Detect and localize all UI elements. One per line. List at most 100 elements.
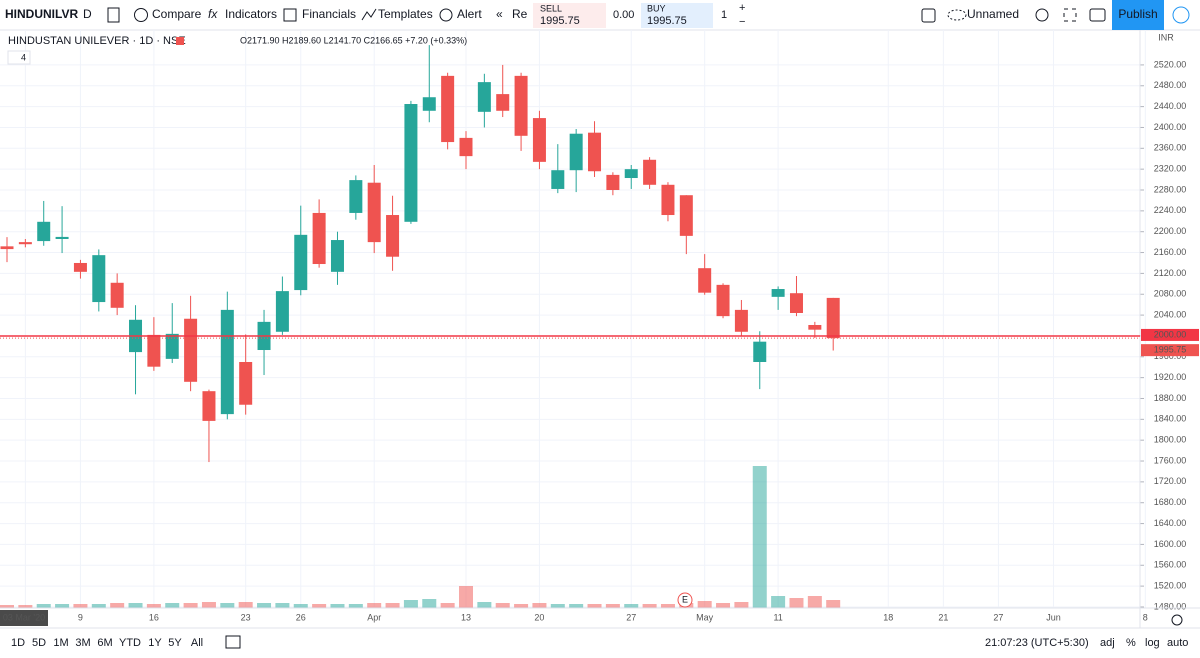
y-tick-label: 2520.00	[1154, 59, 1187, 69]
candle-body	[808, 324, 822, 330]
y-tick-label: 2280.00	[1154, 184, 1187, 194]
range-button[interactable]: 3M	[75, 637, 90, 649]
volume-bar	[275, 603, 290, 608]
volume-layer	[0, 466, 841, 608]
financials-button[interactable]: Financials	[302, 7, 356, 21]
range-button[interactable]: 1D	[11, 637, 25, 649]
candle-body	[477, 82, 491, 112]
play-icon[interactable]	[1172, 6, 1190, 24]
chart-type-icon[interactable]	[107, 7, 120, 23]
volume-bar	[807, 596, 822, 608]
sell-box[interactable]	[533, 3, 606, 28]
candle-body	[202, 391, 216, 421]
candle-body	[734, 309, 748, 332]
range-button[interactable]: YTD	[119, 637, 141, 649]
financials-icon[interactable]	[283, 8, 297, 22]
volume-bar	[110, 603, 125, 608]
indicators-icon[interactable]: fx	[208, 7, 218, 21]
y-tick-label: 1680.00	[1154, 497, 1187, 507]
candle-body	[275, 291, 289, 332]
alert-button[interactable]: Alert	[457, 7, 482, 21]
range-button[interactable]: 1M	[53, 637, 68, 649]
grid: 1480.00 1520.00 1560.00 1600.00 1640.00 1680.…	[0, 30, 1186, 626]
percent-toggle[interactable]: %	[1126, 637, 1136, 649]
templates-button[interactable]: Templates	[378, 7, 433, 21]
log-toggle[interactable]: log	[1145, 637, 1160, 649]
volume-bar	[330, 604, 345, 608]
candle-body	[496, 94, 510, 111]
x-tick-label: 27	[626, 612, 636, 622]
volume-bar	[495, 603, 510, 608]
x-tick-label: Jun	[1046, 612, 1061, 622]
candle-body	[367, 182, 381, 243]
range-button[interactable]: 5D	[32, 637, 46, 649]
range-button[interactable]: All	[191, 637, 203, 649]
volume-bar	[642, 604, 657, 608]
candle-body	[771, 289, 785, 297]
alert-icon[interactable]	[439, 8, 453, 22]
auto-toggle[interactable]: auto	[1167, 637, 1188, 649]
cloud-icon[interactable]	[947, 9, 967, 21]
y-tick-label: 1920.00	[1154, 372, 1187, 382]
publish-button-bg[interactable]	[1112, 0, 1164, 30]
x-tick-label: Apr	[367, 612, 381, 622]
x-tick-label: 21	[938, 612, 948, 622]
adj-toggle[interactable]: adj	[1100, 637, 1115, 649]
quantity-plus[interactable]: +	[739, 2, 745, 14]
quantity[interactable]: 1	[721, 9, 727, 21]
select-icon[interactable]	[921, 8, 936, 23]
candle-body	[294, 234, 308, 291]
volume-bar	[752, 466, 767, 608]
settings-icon[interactable]	[1035, 8, 1049, 22]
candle-body	[753, 341, 767, 362]
templates-icon[interactable]	[361, 8, 377, 21]
goto-date-icon[interactable]	[225, 635, 241, 649]
replay-icon[interactable]: «	[496, 7, 503, 21]
snapshot-icon[interactable]	[1089, 8, 1106, 22]
compare-icon[interactable]	[134, 8, 148, 22]
y-tick-label: 2200.00	[1154, 226, 1187, 236]
volume-bar	[0, 605, 14, 608]
range-button[interactable]: 1Y	[148, 637, 162, 649]
volume-bar	[660, 604, 675, 608]
legend-flag[interactable]	[176, 37, 184, 45]
candle-body	[110, 282, 124, 308]
y-tick-label: 1520.00	[1154, 580, 1187, 590]
volume-bar	[624, 604, 639, 608]
axis-settings-icon[interactable]	[1171, 614, 1183, 626]
legend-ohlc: O2171.90 H2189.60 L2141.70 C2166.65 +7.2…	[240, 35, 467, 45]
interval[interactable]: D	[83, 7, 92, 21]
volume-bar	[312, 604, 327, 608]
range-button[interactable]: 6M	[97, 637, 112, 649]
candle-body	[716, 284, 730, 317]
volume-bar	[532, 603, 547, 608]
volume-bar	[293, 604, 308, 608]
y-tick-label: 2080.00	[1154, 289, 1187, 299]
indicator-toggle[interactable]	[7, 50, 31, 65]
candle-body	[826, 297, 840, 339]
buy-box[interactable]	[641, 3, 713, 28]
alert-label-bg	[1141, 328, 1199, 341]
publish-button[interactable]: Publish	[1118, 7, 1157, 21]
replay-button[interactable]: Re	[512, 7, 528, 21]
candle-body	[551, 170, 565, 189]
candle-body	[184, 318, 198, 382]
x-tick-label: 26	[296, 612, 306, 622]
range-button[interactable]: 5Y	[168, 637, 182, 649]
indicator-count: 4	[21, 52, 26, 62]
fullscreen-icon[interactable]	[1063, 8, 1077, 22]
volume-bar	[550, 604, 565, 608]
candle-body	[404, 104, 418, 222]
x-tick-label: 8	[1143, 612, 1148, 622]
volume-bar	[569, 604, 584, 608]
symbol[interactable]: HINDUNILVR	[5, 7, 78, 21]
sell-price: 1995.75	[540, 15, 580, 27]
candle-body	[532, 118, 546, 162]
layout-name[interactable]: Unnamed	[967, 7, 1019, 21]
indicators-button[interactable]: Indicators	[225, 7, 277, 21]
candle-body	[312, 212, 326, 265]
compare-button[interactable]: Compare	[152, 7, 202, 21]
quantity-minus[interactable]: −	[739, 16, 745, 28]
earnings-marker-circle[interactable]	[677, 592, 693, 608]
